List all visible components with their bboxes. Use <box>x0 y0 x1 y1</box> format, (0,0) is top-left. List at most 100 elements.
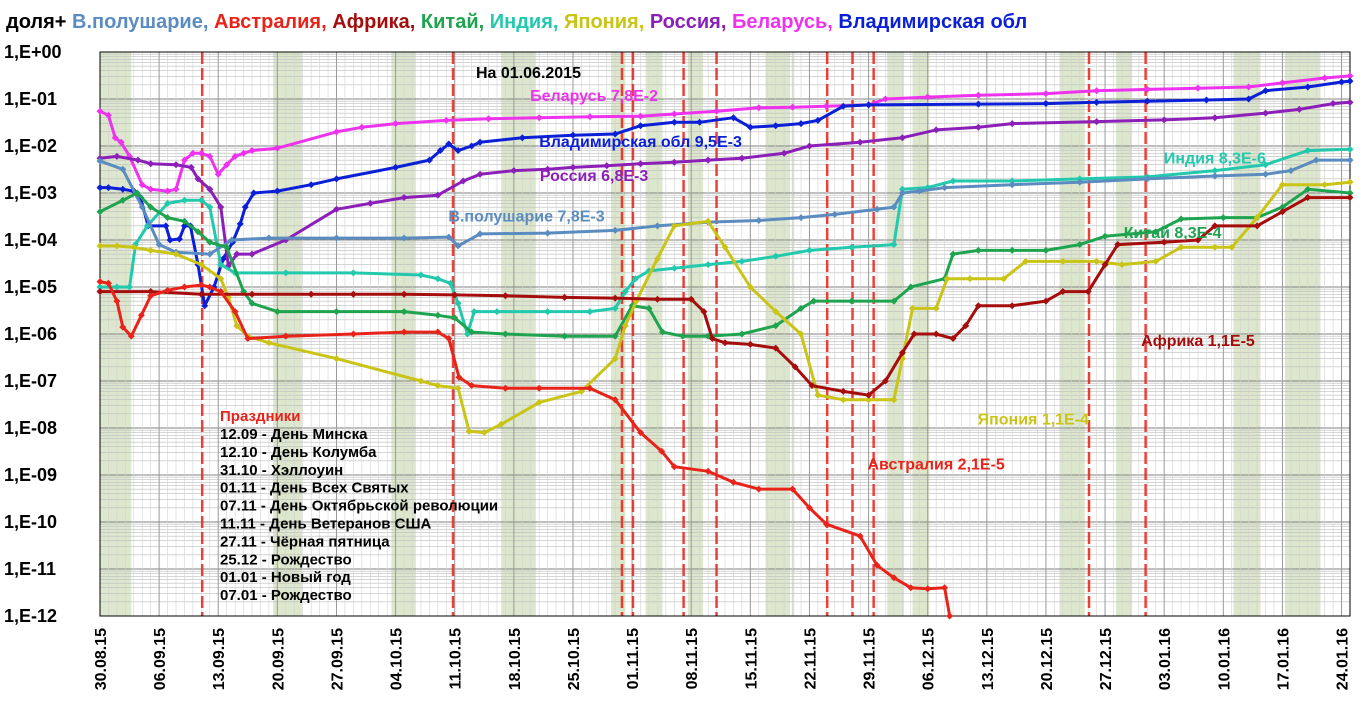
data-point <box>172 161 180 169</box>
data-point <box>856 138 864 146</box>
data-point <box>797 214 805 222</box>
data-point <box>1084 288 1092 296</box>
data-point <box>518 134 526 142</box>
data-point <box>924 585 932 593</box>
data-point <box>180 156 188 164</box>
data-point <box>659 328 666 336</box>
data-point <box>250 189 258 197</box>
data-point <box>248 290 256 298</box>
data-point <box>704 156 712 164</box>
data-point <box>946 612 954 620</box>
data-point <box>611 396 619 404</box>
title-item: Беларусь, <box>732 11 838 33</box>
data-point <box>400 290 408 298</box>
data-point <box>233 322 241 330</box>
data-point <box>1101 261 1109 269</box>
y-tick-label: 1,E-08 <box>4 418 57 438</box>
data-point <box>454 242 462 250</box>
data-point <box>1008 302 1016 310</box>
holiday-note: 07.01 - Рождество <box>220 587 352 604</box>
data-point <box>147 292 155 300</box>
data-point <box>175 235 183 243</box>
data-point <box>96 157 104 165</box>
data-point <box>113 152 121 160</box>
data-point <box>96 288 104 296</box>
data-point <box>670 110 678 118</box>
data-point <box>349 290 357 298</box>
data-point <box>332 205 340 213</box>
data-point <box>434 275 442 283</box>
data-point <box>1211 167 1219 175</box>
data-point <box>349 269 357 277</box>
data-point <box>265 234 273 242</box>
data-point <box>147 288 155 296</box>
data-point <box>241 203 249 211</box>
data-point <box>468 382 476 390</box>
data-point <box>134 156 142 164</box>
data-point <box>1211 172 1219 180</box>
data-point <box>611 130 619 138</box>
data-point <box>400 328 408 336</box>
data-point <box>265 339 273 347</box>
data-point <box>138 203 146 211</box>
data-point <box>679 332 687 340</box>
data-point <box>721 243 729 251</box>
data-point <box>772 308 780 316</box>
data-point <box>822 520 830 528</box>
data-point <box>282 269 290 277</box>
data-point <box>1076 178 1084 186</box>
x-tick-label: 06.09.15 <box>152 628 169 690</box>
data-point <box>1042 246 1050 254</box>
data-point <box>890 297 898 305</box>
data-point <box>307 290 315 298</box>
data-point <box>974 246 982 254</box>
data-point <box>206 152 214 160</box>
data-point <box>907 584 915 592</box>
data-point <box>201 302 209 310</box>
data-point <box>586 308 594 316</box>
data-point <box>117 138 125 146</box>
data-point <box>228 236 236 244</box>
data-point <box>1278 79 1286 87</box>
data-point <box>119 196 127 204</box>
title-item: Владимирская обл <box>838 11 1027 33</box>
data-point <box>1143 175 1151 183</box>
data-point <box>1143 97 1151 105</box>
data-point <box>273 144 281 152</box>
x-tick-label: 27.09.15 <box>329 628 346 690</box>
data-point <box>1093 118 1101 126</box>
y-axis-ticks: 1,E+00 1,E-01 1,E-02 1,E-03 1,E-04 1,E-05 1,E-… <box>4 42 62 626</box>
data-point <box>1160 116 1168 124</box>
y-tick-label: 1,E-07 <box>4 371 57 391</box>
data-point <box>1042 100 1050 108</box>
data-point <box>805 504 813 512</box>
data-point <box>96 278 104 286</box>
data-point <box>332 234 340 242</box>
x-axis-ticks: 30.08.15 06.09.15 13.09.15 20.09.15 27.09.15… <box>93 628 1352 690</box>
data-point <box>445 140 453 148</box>
title-item: Австралия, <box>214 11 332 33</box>
data-point <box>1177 243 1185 251</box>
x-tick-label: 22.11.15 <box>802 628 819 690</box>
data-point <box>603 162 611 170</box>
y-tick-label: 1,E-04 <box>4 230 57 250</box>
holiday-note: 31.10 - Хэллоуин <box>220 462 343 479</box>
y-tick-label: 1,E-12 <box>4 606 57 626</box>
data-point <box>349 330 357 338</box>
data-point <box>713 107 721 115</box>
data-point <box>974 100 982 108</box>
series-label: Япония 1,1E-4 <box>978 411 1089 428</box>
date-note: На 01.06.2015 <box>476 65 581 82</box>
series-label: Китай 8,3E-4 <box>1124 225 1222 242</box>
data-point <box>1211 114 1219 122</box>
data-point <box>943 275 951 283</box>
data-point <box>282 332 290 340</box>
data-point <box>949 177 957 185</box>
title-item: Россия, <box>650 11 732 33</box>
data-point <box>273 187 281 195</box>
data-point <box>197 196 205 204</box>
x-tick-label: 03.01.16 <box>1157 628 1174 690</box>
series-label: Беларусь 7,8E-2 <box>530 88 658 105</box>
series-line <box>100 79 1351 308</box>
